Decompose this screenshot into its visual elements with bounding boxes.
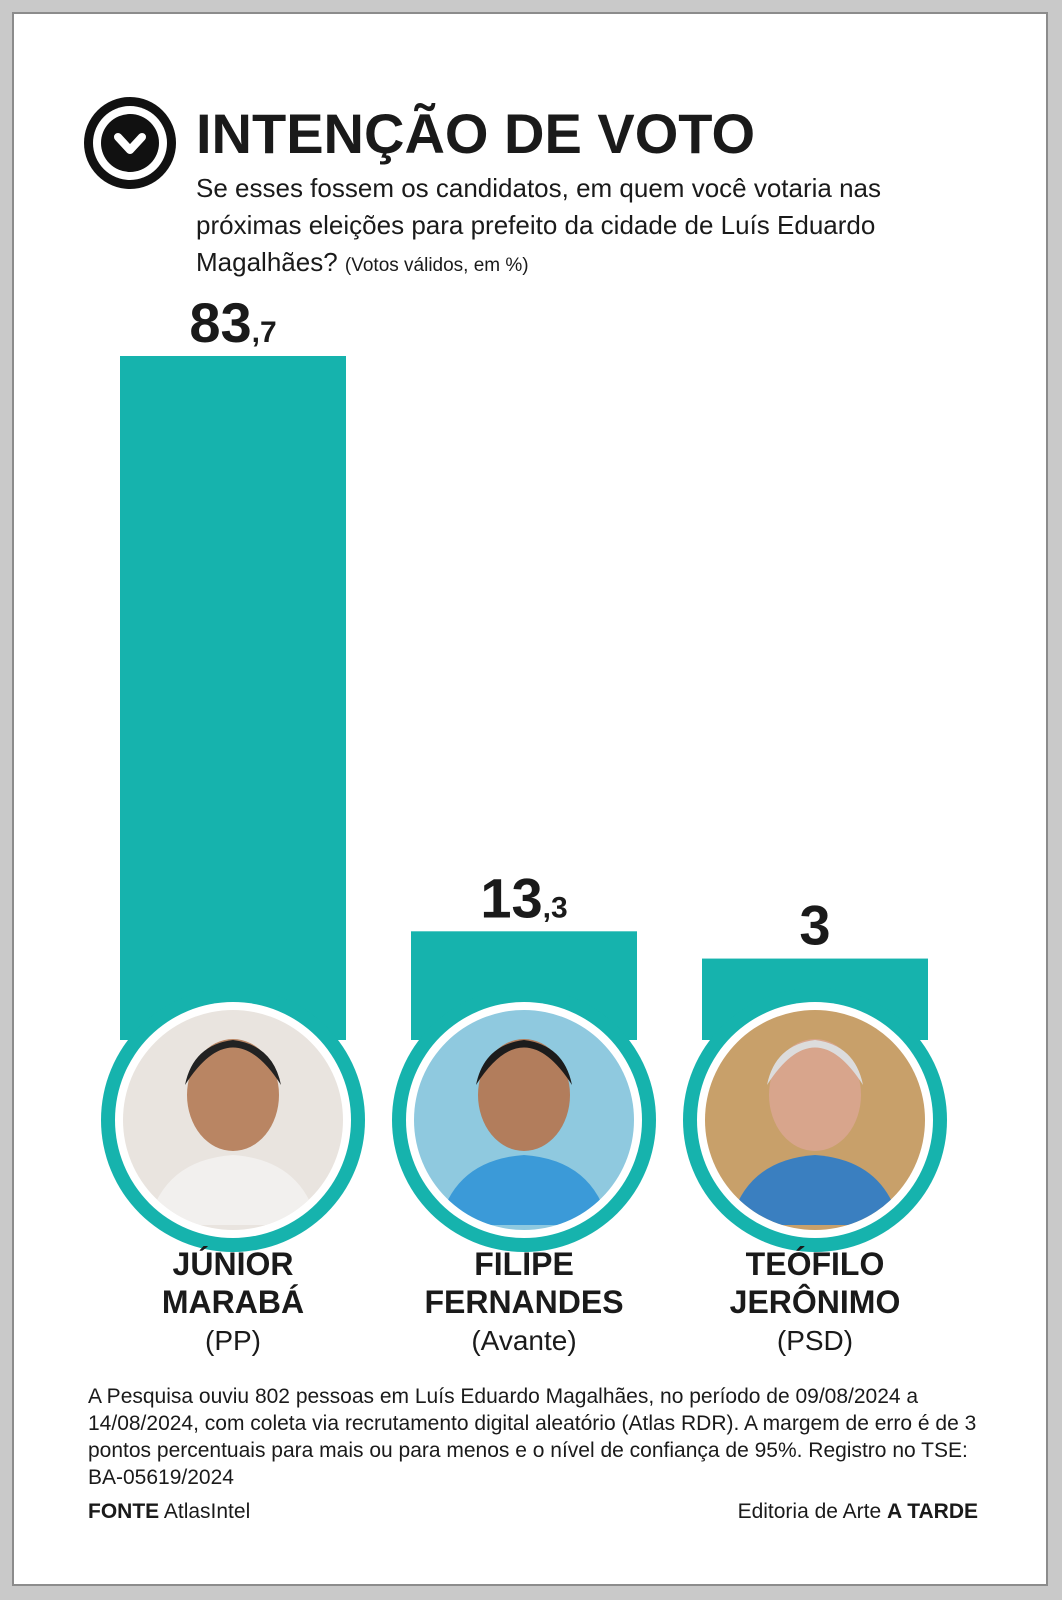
source-label: FONTE	[88, 1500, 160, 1523]
value-label-integer: 83	[189, 291, 251, 354]
candidate-name-line2: FERNANDES	[424, 1284, 624, 1320]
candidate-party: (PP)	[205, 1325, 261, 1356]
candidate-photo-filipe-fernandes	[392, 988, 656, 1252]
unit-note: (Votos válidos, em %)	[344, 255, 529, 276]
value-label-integer: 13	[480, 866, 542, 929]
source-value: AtlasIntel	[163, 1500, 251, 1523]
bar-junior-maraba	[120, 356, 346, 1040]
question-text: Se esses fossem os candidatos, em quem v…	[196, 173, 882, 277]
candidate-name-line1: TEÓFILO	[745, 1246, 885, 1282]
candidate-name-line2: MARABÁ	[161, 1284, 305, 1320]
value-label-junior-maraba: 83,7	[189, 291, 276, 354]
value-label-filipe-fernandes: 13,3	[480, 866, 567, 929]
value-label-decimal: ,7	[252, 316, 277, 349]
candidate-party: (PSD)	[776, 1325, 854, 1356]
candidate-label-junior-maraba: JÚNIOR MARABÁ (PP)	[83, 1245, 383, 1361]
chart-title: INTENÇÃO DE VOTO	[196, 102, 756, 165]
candidate-label-filipe-fernandes: FILIPE FERNANDES (Avante)	[374, 1245, 674, 1361]
candidate-photo-teofilo-jeronimo	[683, 988, 947, 1252]
chart-question: Se esses fossem os candidatos, em quem v…	[196, 170, 916, 284]
credit-prefix: Editoria de Arte	[737, 1500, 882, 1523]
value-label-decimal: ,3	[543, 891, 568, 924]
candidate-party: (Avante)	[471, 1325, 577, 1356]
credit-brand: A TARDE	[887, 1500, 978, 1523]
candidate-name-line2: JERÔNIMO	[729, 1284, 901, 1320]
methodology-note: A Pesquisa ouviu 802 pessoas em Luís Edu…	[88, 1385, 977, 1489]
value-label-integer: 3	[799, 894, 830, 957]
checkmark-logo-icon	[84, 97, 176, 189]
source-line: FONTE AtlasIntel	[88, 1500, 250, 1524]
candidate-name-line1: JÚNIOR	[172, 1246, 294, 1282]
value-label-teofilo-jeronimo: 3	[799, 894, 830, 957]
credit-line: Editoria de Arte A TARDE	[738, 1500, 978, 1524]
candidate-label-teofilo-jeronimo: TEÓFILO JERÔNIMO (PSD)	[665, 1245, 965, 1361]
candidate-photo-junior-maraba	[101, 988, 365, 1252]
candidate-name-line1: FILIPE	[474, 1246, 574, 1282]
